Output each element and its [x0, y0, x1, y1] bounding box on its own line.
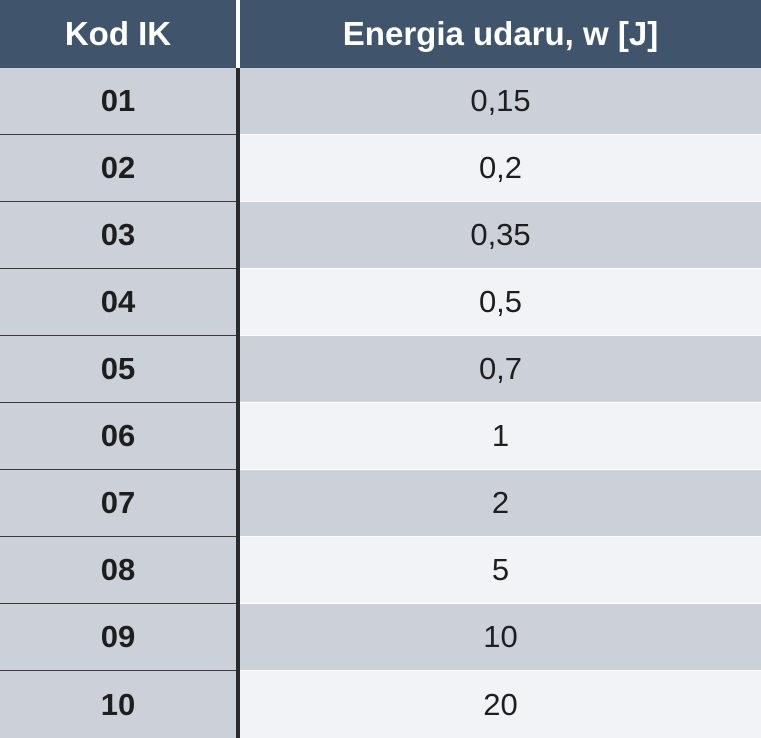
- energy-value-cell: 1: [238, 403, 761, 470]
- energy-value-cell: 5: [238, 537, 761, 604]
- header-energia-udaru: Energia udaru, w [J]: [238, 0, 761, 68]
- energy-value-cell: 0,35: [238, 202, 761, 269]
- energy-value-cell: 20: [238, 671, 761, 738]
- ik-code-cell: 04: [0, 269, 238, 336]
- energy-value-cell: 0,2: [238, 135, 761, 202]
- energy-value-cell: 0,15: [238, 68, 761, 135]
- ik-code-cell: 01: [0, 68, 238, 135]
- header-kod-ik: Kod IK: [0, 0, 238, 68]
- ik-code-cell: 06: [0, 403, 238, 470]
- ik-code-cell: 05: [0, 336, 238, 403]
- energy-value-cell: 2: [238, 470, 761, 537]
- table-body: 01 0,15 02 0,2 03 0,35 04 0,5 05 0,7 06 …: [0, 68, 761, 738]
- table-row: 10 20: [0, 671, 761, 738]
- table-row: 01 0,15: [0, 68, 761, 135]
- table-row: 02 0,2: [0, 135, 761, 202]
- ik-code-cell: 07: [0, 470, 238, 537]
- energy-value-cell: 10: [238, 604, 761, 671]
- energy-value-cell: 0,7: [238, 336, 761, 403]
- table-row: 09 10: [0, 604, 761, 671]
- energy-value-cell: 0,5: [238, 269, 761, 336]
- table-row: 06 1: [0, 403, 761, 470]
- ik-code-cell: 02: [0, 135, 238, 202]
- header-row: Kod IK Energia udaru, w [J]: [0, 0, 761, 68]
- table-row: 05 0,7: [0, 336, 761, 403]
- table-row: 07 2: [0, 470, 761, 537]
- ik-code-cell: 08: [0, 537, 238, 604]
- ik-code-cell: 09: [0, 604, 238, 671]
- ik-code-cell: 03: [0, 202, 238, 269]
- table-row: 03 0,35: [0, 202, 761, 269]
- table-header: Kod IK Energia udaru, w [J]: [0, 0, 761, 68]
- table-row: 04 0,5: [0, 269, 761, 336]
- table-row: 08 5: [0, 537, 761, 604]
- ik-code-cell: 10: [0, 671, 238, 738]
